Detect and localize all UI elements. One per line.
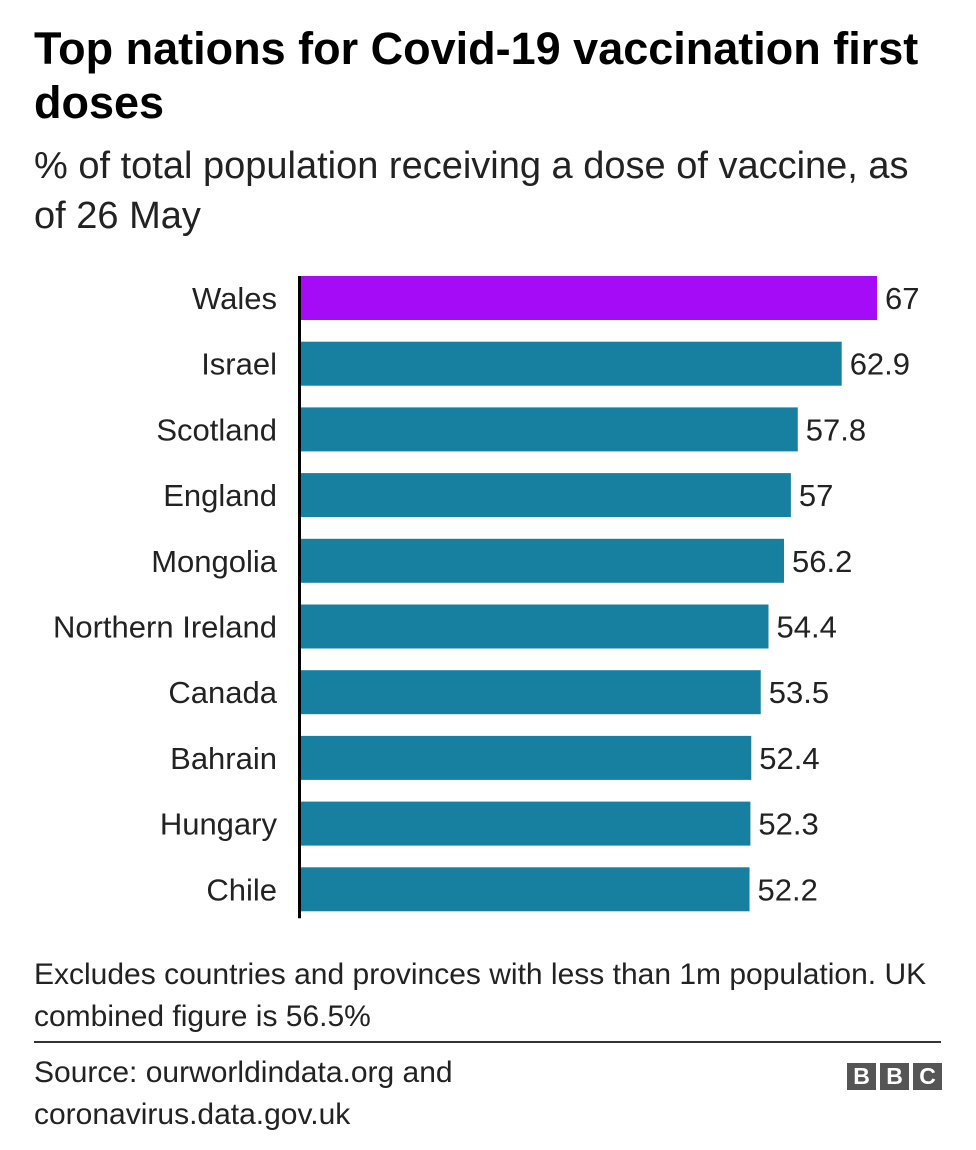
chart-subtitle: % of total population receiving a dose o… xyxy=(34,145,909,237)
footer-divider xyxy=(34,1041,941,1043)
category-label-israel: Israel xyxy=(201,347,277,382)
bar-england xyxy=(300,473,791,518)
value-label-chile: 52.2 xyxy=(758,872,818,907)
bar-bahrain xyxy=(300,735,752,780)
bbc-logo: B B C xyxy=(847,1063,942,1090)
bar-wales xyxy=(300,276,877,320)
value-label-canada: 53.5 xyxy=(769,675,829,710)
bbc-logo-letter-1: B xyxy=(847,1063,876,1090)
category-label-chile: Chile xyxy=(206,872,277,907)
bar-scotland xyxy=(300,407,798,452)
footnote: Excludes countries and provinces with le… xyxy=(34,958,927,1033)
bar-chart: Wales 67 Israel 62.9 Scotland 57.8 England 57 Mo… xyxy=(53,276,919,919)
bar-israel xyxy=(300,341,842,386)
category-label-mongolia: Mongolia xyxy=(151,544,278,579)
category-label-northern-ireland: Northern Ireland xyxy=(53,610,277,645)
value-label-bahrain: 52.4 xyxy=(759,741,819,776)
category-label-scotland: Scotland xyxy=(156,412,277,447)
value-label-scotland: 57.8 xyxy=(806,412,866,447)
chart-title: Top nations for Covid-19 vaccination fir… xyxy=(34,23,919,128)
bar-northern-ireland xyxy=(300,604,769,649)
bbc-logo-letter-2: B xyxy=(880,1063,909,1090)
bar-hungary xyxy=(300,801,751,846)
bar-mongolia xyxy=(300,538,784,583)
category-label-wales: Wales xyxy=(192,281,277,316)
bbc-logo-letter-3: C xyxy=(913,1063,942,1090)
source-text: Source: ourworldindata.org and coronavir… xyxy=(34,1056,453,1131)
bar-canada xyxy=(300,670,761,715)
value-label-northern-ireland: 54.4 xyxy=(776,610,836,645)
bar-chile xyxy=(300,867,750,912)
value-label-england: 57 xyxy=(799,478,833,513)
value-label-hungary: 52.3 xyxy=(758,807,818,842)
value-label-mongolia: 56.2 xyxy=(792,544,852,579)
value-label-wales: 67 xyxy=(885,281,919,316)
category-label-hungary: Hungary xyxy=(160,807,278,842)
category-label-england: England xyxy=(163,478,277,513)
category-label-canada: Canada xyxy=(168,675,277,710)
category-label-bahrain: Bahrain xyxy=(170,741,277,776)
value-label-israel: 62.9 xyxy=(850,347,910,382)
